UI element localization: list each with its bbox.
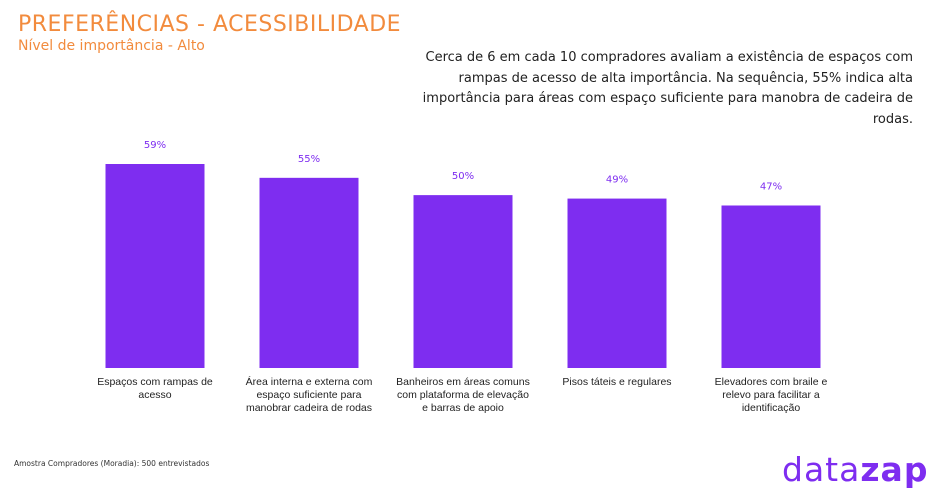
bar-1 [105,164,205,368]
bar-value-label-4: 49% [606,175,628,186]
brand-logo: datazap [782,450,927,489]
bar-5 [721,205,821,368]
category-label-line: manobrar cadeira de rodas [246,402,372,414]
chart-title: PREFERÊNCIAS - ACESSIBILIDADE [18,12,402,37]
category-label-4: Pisos táteis e regulares [562,376,671,388]
chart-subtitle: Nível de importância - Alto [18,38,205,54]
sample-footnote: Amostra Compradores (Moradia): 500 entre… [14,459,210,468]
bar-value-label-1: 59% [144,140,166,151]
bar-2 [259,177,359,368]
brand-logo-part-zap: zap [860,450,927,489]
bar-4 [567,198,667,368]
bar-value-label-5: 47% [760,181,782,192]
category-label-line: relevo para facilitar a [722,389,820,401]
brand-logo-part-data: data [782,450,861,489]
bar-value-label-2: 55% [298,154,320,165]
category-label-line: identificação [742,402,801,414]
category-label-line: Pisos táteis e regulares [562,376,671,388]
category-label-line: Área interna e externa com [246,375,373,388]
category-label-line: com plataforma de elevação [397,389,529,401]
category-label-line: acesso [138,389,171,401]
bar-3 [413,195,513,368]
category-label-line: Elevadores com braile e [715,376,828,388]
category-label-3: Banheiros em áreas comuns com plataforma … [396,376,530,414]
category-label-line: Espaços com rampas de [97,376,213,388]
category-label-1: Espaços com rampas de acesso [97,376,213,401]
bar-value-label-3: 50% [452,171,474,182]
category-label-line: e barras de apoio [422,402,504,414]
chart-description: Cerca de 6 em cada 10 compradores avalia… [422,50,913,127]
category-label-line: Banheiros em áreas comuns [396,376,530,388]
category-label-5: Elevadores com braile e relevo para facil… [715,376,828,414]
category-label-line: espaço suficiente para [256,389,361,401]
category-label-2: Área interna e externa com espaço suficie… [246,375,373,414]
